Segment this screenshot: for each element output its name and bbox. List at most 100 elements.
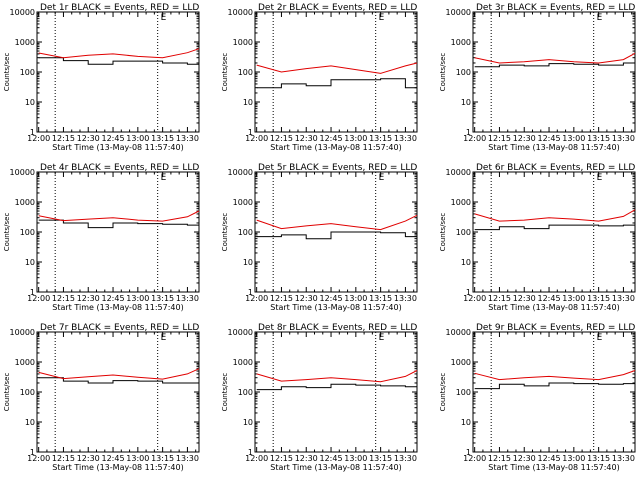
e-marker-label: E (161, 13, 167, 23)
y-tick-label: 1 (466, 448, 471, 457)
y-tick-label: 10 (243, 258, 253, 267)
y-tick-label: 10 (461, 418, 471, 427)
y-axis-label: Counts/sec (439, 53, 447, 92)
y-tick-label: 1000 (233, 358, 253, 367)
y-tick-label: 10000 (228, 328, 253, 337)
y-tick-label: 10 (461, 258, 471, 267)
e-marker-label: E (161, 333, 167, 343)
y-tick-label: 10000 (446, 168, 471, 177)
x-tick-label: 12:45 (102, 294, 125, 303)
detector-panel-6: Det 6r BLACK = Events, RED = LLD 1 10 100 10… (439, 163, 636, 312)
x-tick-label: 13:15 (151, 134, 174, 143)
panel-title: Det 6r BLACK = Events, RED = LLD (476, 163, 635, 173)
e-marker-label: E (597, 173, 603, 183)
x-tick-label: 12:00 (27, 454, 50, 463)
events-series-line (256, 231, 418, 240)
x-axis-label: Start Time (13-May-08 11:57:40) (488, 143, 619, 152)
x-tick-label: 12:45 (320, 294, 343, 303)
x-tick-label: 12:00 (245, 134, 268, 143)
x-tick-label: 13:30 (612, 294, 635, 303)
y-tick-label: 100 (20, 228, 35, 237)
y-tick-label: 1000 (15, 358, 35, 367)
e-marker-label: E (379, 173, 385, 183)
y-axis-label: Counts/sec (3, 213, 11, 252)
x-tick-label: 13:00 (562, 454, 585, 463)
y-tick-label: 10000 (10, 8, 35, 17)
x-tick-label: 12:30 (513, 134, 536, 143)
detector-panel-8: Det 8r BLACK = Events, RED = LLD 1 10 100 10… (221, 323, 418, 472)
x-tick-label: 12:30 (295, 454, 318, 463)
plot-frame (36, 171, 200, 293)
x-axis-label: Start Time (13-May-08 11:57:40) (52, 303, 183, 312)
x-tick-label: 13:00 (344, 454, 367, 463)
y-axis-label: Counts/sec (439, 213, 447, 252)
x-axis-label: Start Time (13-May-08 11:57:40) (52, 463, 183, 472)
lld-series-line (474, 370, 636, 381)
e-marker-label: E (379, 333, 385, 343)
y-tick-label: 10000 (228, 168, 253, 177)
y-tick-label: 100 (456, 228, 471, 237)
y-tick-label: 100 (456, 68, 471, 77)
events-series-line (474, 61, 636, 68)
events-series-line (38, 57, 200, 65)
panel-title: Det 8r BLACK = Events, RED = LLD (258, 323, 417, 333)
x-tick-label: 13:15 (151, 294, 174, 303)
x-tick-label: 12:30 (295, 294, 318, 303)
y-tick-label: 10000 (228, 8, 253, 17)
x-tick-label: 12:00 (463, 294, 486, 303)
x-tick-label: 12:15 (488, 294, 511, 303)
x-tick-label: 13:00 (562, 134, 585, 143)
lld-series-line (256, 62, 418, 74)
x-tick-label: 12:15 (270, 294, 293, 303)
x-tick-label: 12:45 (102, 134, 125, 143)
plot-frame (36, 331, 200, 453)
x-tick-label: 13:15 (587, 294, 610, 303)
y-tick-label: 10 (25, 98, 35, 107)
lld-series-line (256, 214, 418, 231)
x-tick-label: 12:15 (270, 134, 293, 143)
detector-panel-7: Det 7r BLACK = Events, RED = LLD 1 10 100 10… (3, 323, 200, 472)
events-series-line (474, 381, 636, 390)
y-tick-label: 1 (466, 288, 471, 297)
y-axis-label: Counts/sec (3, 53, 11, 92)
x-tick-label: 12:00 (27, 134, 50, 143)
x-tick-label: 12:30 (77, 454, 100, 463)
x-tick-label: 13:00 (126, 294, 149, 303)
x-tick-label: 12:15 (52, 294, 75, 303)
x-tick-label: 13:30 (394, 134, 417, 143)
x-tick-label: 13:15 (369, 454, 392, 463)
y-axis-label: Counts/sec (221, 373, 229, 412)
y-tick-label: 100 (238, 68, 253, 77)
x-tick-label: 13:00 (344, 294, 367, 303)
y-tick-label: 1 (30, 288, 35, 297)
panel-title: Det 1r BLACK = Events, RED = LLD (40, 3, 199, 13)
x-tick-label: 12:45 (102, 454, 125, 463)
y-tick-label: 10000 (446, 8, 471, 17)
x-tick-label: 12:30 (77, 294, 100, 303)
x-tick-label: 12:15 (488, 454, 511, 463)
x-tick-label: 12:30 (513, 454, 536, 463)
panel-title: Det 7r BLACK = Events, RED = LLD (40, 323, 199, 333)
x-tick-label: 12:15 (52, 134, 75, 143)
plot-frame (254, 11, 418, 133)
y-axis-label: Counts/sec (3, 373, 11, 412)
y-tick-label: 1000 (15, 38, 35, 47)
y-tick-label: 1 (30, 128, 35, 137)
y-tick-label: 1000 (15, 198, 35, 207)
x-tick-label: 12:00 (245, 454, 268, 463)
lld-series-line (474, 209, 636, 222)
panel-title: Det 2r BLACK = Events, RED = LLD (258, 3, 417, 13)
x-tick-label: 12:45 (538, 134, 561, 143)
x-tick-label: 13:30 (176, 454, 199, 463)
detector-panel-5: Det 5r BLACK = Events, RED = LLD 1 10 100 10… (221, 163, 418, 312)
plot-frame (472, 11, 636, 133)
events-series-line (38, 377, 200, 384)
detector-panel-3: Det 3r BLACK = Events, RED = LLD 1 10 100 10… (439, 3, 636, 152)
x-axis-label: Start Time (13-May-08 11:57:40) (270, 143, 401, 152)
y-tick-label: 100 (238, 388, 253, 397)
y-tick-label: 1 (248, 448, 253, 457)
events-series-line (38, 219, 200, 229)
y-tick-label: 1000 (451, 358, 471, 367)
x-tick-label: 13:30 (612, 134, 635, 143)
